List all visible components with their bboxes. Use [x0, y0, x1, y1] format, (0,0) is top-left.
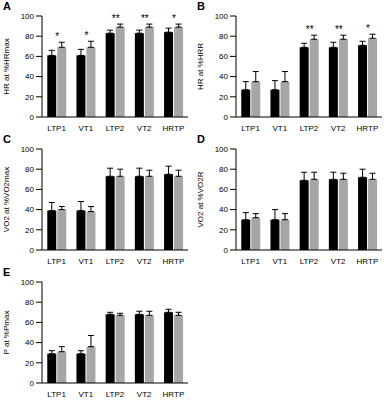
svg-text:0: 0 — [224, 246, 229, 255]
svg-text:40: 40 — [25, 205, 34, 214]
svg-text:80: 80 — [25, 32, 34, 41]
svg-text:60: 60 — [219, 52, 228, 61]
svg-text:40: 40 — [25, 72, 34, 81]
svg-text:**: ** — [112, 13, 120, 24]
svg-text:40: 40 — [25, 338, 34, 347]
svg-text:LTP1: LTP1 — [47, 124, 66, 133]
svg-text:LTP1: LTP1 — [47, 390, 66, 399]
html-text:B: B — [197, 0, 205, 12]
svg-text:80: 80 — [219, 165, 228, 174]
svg-text:*: * — [85, 30, 89, 41]
html-text:A: A — [3, 0, 11, 12]
svg-text:0: 0 — [30, 379, 35, 388]
svg-text:*: * — [172, 13, 176, 24]
svg-text:LTP2: LTP2 — [106, 257, 125, 266]
svg-text:20: 20 — [219, 93, 228, 102]
svg-text:VT2: VT2 — [331, 124, 346, 133]
svg-text:VT2: VT2 — [331, 257, 346, 266]
svg-text:80: 80 — [25, 165, 34, 174]
svg-text:HRTP: HRTP — [163, 390, 185, 399]
svg-text:0: 0 — [224, 113, 229, 122]
svg-text:100: 100 — [21, 145, 35, 154]
svg-text:VT1: VT1 — [272, 124, 287, 133]
svg-text:HR at %HRR: HR at %HRR — [196, 43, 205, 90]
svg-text:LTP1: LTP1 — [241, 124, 260, 133]
svg-text:VT1: VT1 — [78, 257, 93, 266]
svg-text:LTP1: LTP1 — [241, 257, 260, 266]
svg-text:20: 20 — [25, 93, 34, 102]
svg-text:HRTP: HRTP — [163, 124, 185, 133]
svg-text:80: 80 — [219, 32, 228, 41]
svg-text:LTP2: LTP2 — [106, 390, 125, 399]
svg-text:VT1: VT1 — [272, 257, 287, 266]
html-text:E: E — [3, 266, 11, 278]
svg-text:20: 20 — [219, 226, 228, 235]
svg-text:80: 80 — [25, 298, 34, 307]
svg-text:40: 40 — [219, 205, 228, 214]
svg-text:60: 60 — [25, 52, 34, 61]
svg-text:VT2: VT2 — [137, 390, 152, 399]
svg-text:**: ** — [335, 24, 343, 35]
svg-text:VT2: VT2 — [137, 124, 152, 133]
svg-text:VT2: VT2 — [137, 257, 152, 266]
svg-text:LTP1: LTP1 — [47, 257, 66, 266]
svg-text:VO2 at %VO2R: VO2 at %VO2R — [196, 171, 205, 227]
svg-text:100: 100 — [215, 12, 229, 21]
svg-text:20: 20 — [25, 226, 34, 235]
svg-text:60: 60 — [219, 185, 228, 194]
svg-text:20: 20 — [25, 359, 34, 368]
svg-text:HRTP: HRTP — [163, 257, 185, 266]
svg-text:LTP2: LTP2 — [106, 124, 125, 133]
svg-text:HRTP: HRTP — [357, 257, 379, 266]
svg-text:VT1: VT1 — [78, 390, 93, 399]
html-text:D: D — [197, 133, 205, 145]
svg-text:60: 60 — [25, 185, 34, 194]
svg-text:0: 0 — [30, 113, 35, 122]
svg-text:100: 100 — [21, 12, 35, 21]
svg-text:LTP2: LTP2 — [300, 124, 319, 133]
html-text:C: C — [3, 133, 11, 145]
svg-text:P at %Pmax: P at %Pmax — [8, 311, 11, 355]
svg-text:HRTP: HRTP — [357, 124, 379, 133]
svg-text:**: ** — [306, 24, 314, 35]
svg-text:**: ** — [141, 13, 149, 24]
svg-text:0: 0 — [30, 246, 35, 255]
svg-text:100: 100 — [215, 145, 229, 154]
svg-text:*: * — [55, 31, 59, 42]
svg-text:60: 60 — [25, 318, 34, 327]
svg-text:*: * — [366, 23, 370, 34]
svg-text:HR at %HRmax: HR at %HRmax — [8, 38, 11, 94]
svg-text:LTP2: LTP2 — [300, 257, 319, 266]
svg-text:VT1: VT1 — [78, 124, 93, 133]
svg-text:40: 40 — [219, 72, 228, 81]
svg-text:VO2 at %VO2max: VO2 at %VO2max — [8, 167, 11, 232]
svg-text:100: 100 — [21, 278, 35, 287]
